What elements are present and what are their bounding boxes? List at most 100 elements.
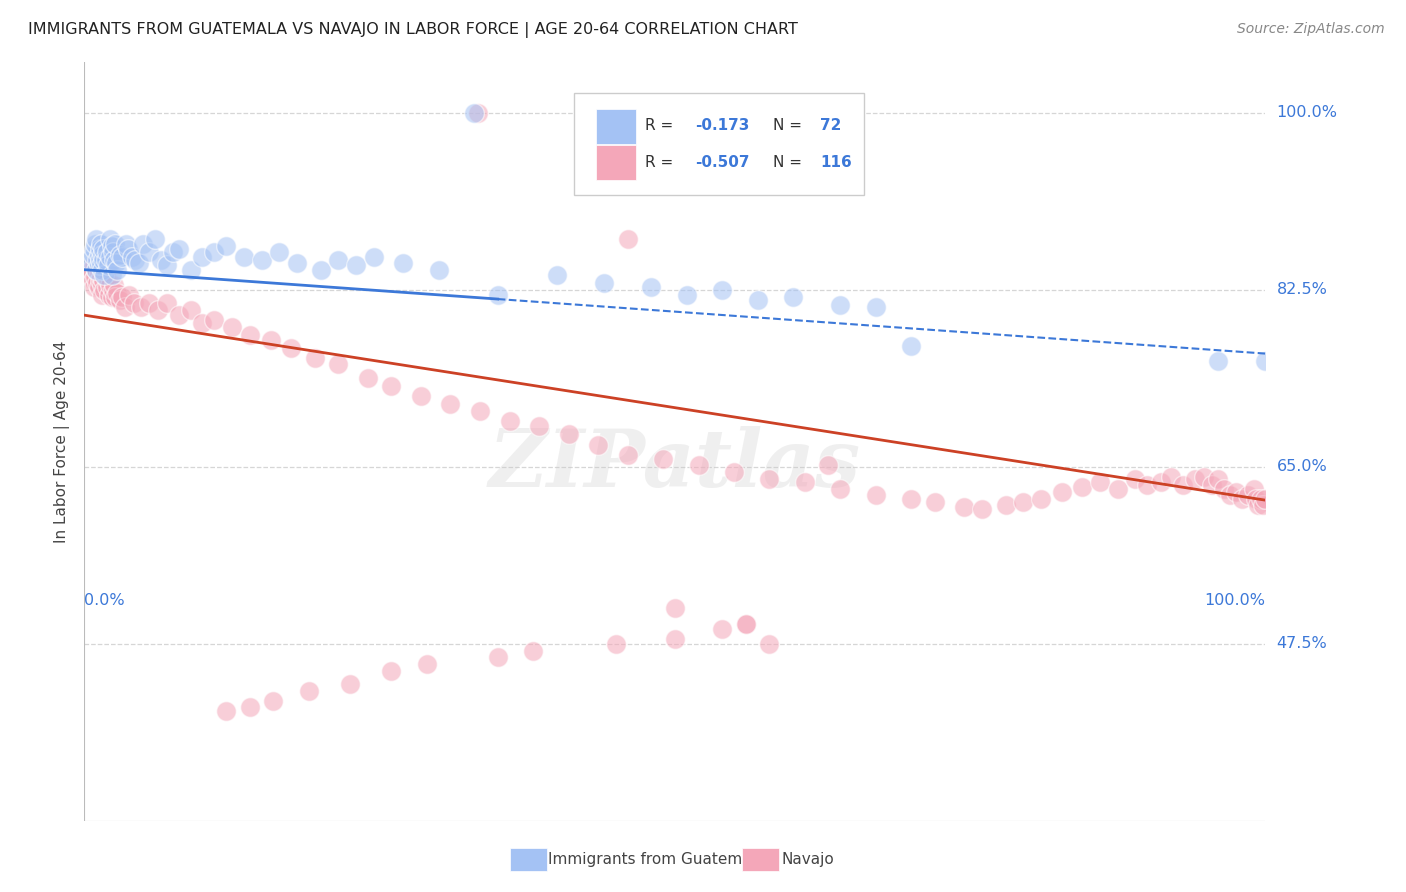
Point	[87, 258, 110, 272]
Point	[357, 371, 380, 385]
Point	[652, 451, 675, 466]
Point	[97, 273, 120, 287]
Point	[1250, 492, 1272, 507]
Point	[103, 277, 125, 292]
Point	[124, 252, 146, 267]
Point	[392, 255, 415, 269]
Point	[1029, 492, 1052, 507]
Point	[96, 245, 118, 260]
Point	[84, 262, 107, 277]
Point	[616, 448, 638, 462]
Point	[191, 316, 214, 330]
Point	[593, 276, 616, 290]
Point	[108, 247, 131, 261]
Point	[94, 269, 117, 284]
Point	[83, 243, 105, 257]
Point	[215, 239, 238, 253]
Point	[98, 288, 121, 302]
Point	[91, 252, 114, 267]
FancyBboxPatch shape	[596, 145, 636, 180]
Text: 0.0%: 0.0%	[84, 593, 125, 608]
Point	[79, 268, 101, 282]
Point	[93, 268, 115, 282]
FancyBboxPatch shape	[575, 93, 863, 195]
Point	[104, 290, 127, 304]
Point	[97, 258, 120, 272]
Point	[89, 252, 111, 267]
Text: N =: N =	[773, 118, 807, 133]
Point	[146, 303, 169, 318]
Point	[723, 465, 745, 479]
Point	[98, 232, 121, 246]
Point	[439, 397, 461, 411]
Text: R =: R =	[645, 118, 679, 133]
Point	[1243, 482, 1265, 496]
Point	[90, 269, 112, 284]
Text: 100.0%: 100.0%	[1277, 105, 1337, 120]
Text: R =: R =	[645, 155, 679, 170]
Text: 72: 72	[820, 118, 842, 133]
Point	[557, 427, 579, 442]
Point	[1225, 485, 1247, 500]
Point	[1150, 475, 1173, 489]
Point	[734, 616, 756, 631]
Point	[100, 290, 122, 304]
Point	[1219, 488, 1241, 502]
Point	[180, 303, 202, 318]
Point	[664, 601, 686, 615]
Point	[865, 488, 887, 502]
Point	[1160, 470, 1182, 484]
Point	[162, 245, 184, 260]
Point	[91, 288, 114, 302]
Point	[90, 258, 112, 272]
Point	[486, 288, 509, 302]
Text: 82.5%: 82.5%	[1277, 283, 1327, 297]
Point	[91, 243, 114, 257]
Point	[758, 472, 780, 486]
Point	[269, 245, 291, 260]
Point	[87, 280, 110, 294]
Point	[1247, 498, 1270, 512]
Point	[664, 632, 686, 646]
Point	[89, 273, 111, 287]
Text: Immigrants from Guatemala: Immigrants from Guatemala	[548, 853, 766, 867]
Point	[1088, 475, 1111, 489]
Text: 47.5%: 47.5%	[1277, 636, 1327, 651]
Point	[143, 232, 166, 246]
Point	[100, 239, 122, 253]
Point	[132, 237, 155, 252]
Point	[1012, 495, 1035, 509]
Point	[675, 288, 697, 302]
Y-axis label: In Labor Force | Age 20-64: In Labor Force | Age 20-64	[55, 341, 70, 542]
Point	[953, 500, 976, 515]
Point	[84, 237, 107, 252]
Text: 116: 116	[820, 155, 852, 170]
Point	[586, 437, 609, 451]
Point	[758, 637, 780, 651]
Point	[202, 245, 225, 260]
Point	[793, 475, 815, 489]
Point	[298, 684, 321, 698]
Point	[86, 276, 108, 290]
Point	[734, 616, 756, 631]
Point	[84, 262, 107, 277]
Point	[970, 502, 993, 516]
Point	[304, 351, 326, 365]
Point	[830, 298, 852, 312]
Point	[688, 458, 710, 472]
Text: 100.0%: 100.0%	[1205, 593, 1265, 608]
Point	[98, 250, 121, 264]
Point	[924, 495, 946, 509]
Point	[285, 255, 308, 269]
Text: N =: N =	[773, 155, 807, 170]
Point	[138, 296, 160, 310]
Point	[527, 419, 550, 434]
Point	[260, 334, 283, 348]
Point	[94, 252, 117, 267]
Point	[747, 293, 769, 307]
Point	[180, 262, 202, 277]
Point	[380, 664, 402, 678]
Point	[339, 677, 361, 691]
Point	[409, 389, 432, 403]
Point	[82, 247, 104, 261]
